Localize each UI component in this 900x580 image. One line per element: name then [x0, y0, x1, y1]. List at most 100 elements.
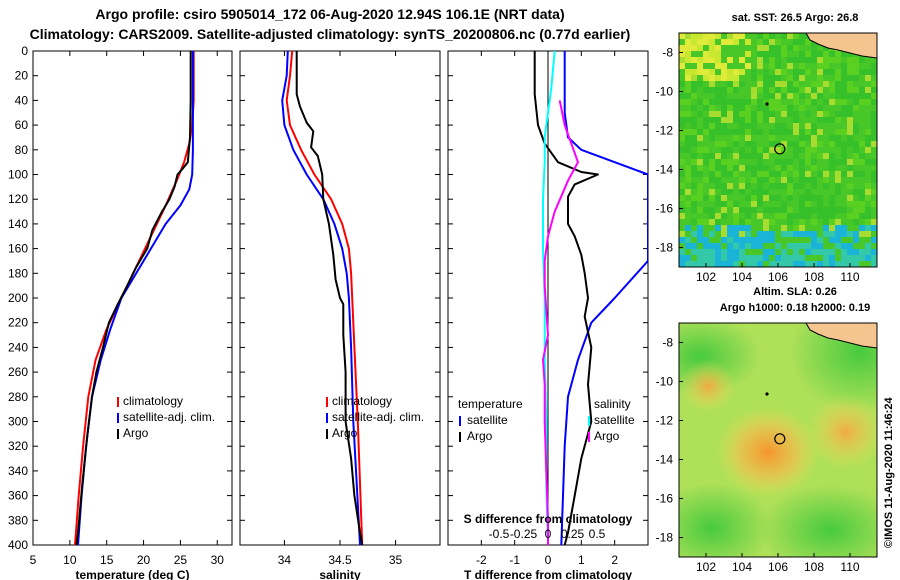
sst-cell	[685, 69, 691, 75]
sst-cell	[715, 33, 721, 39]
sst-cell	[853, 99, 859, 105]
sst-cell	[757, 165, 763, 171]
sst-cell	[727, 111, 733, 117]
sst-cell	[721, 105, 727, 111]
sst-cell	[751, 231, 757, 237]
sst-cell	[739, 231, 745, 237]
sst-cell	[739, 219, 745, 225]
sst-cell	[691, 183, 697, 189]
sst-lat-label: -16	[656, 202, 674, 216]
sst-cell	[679, 93, 685, 99]
sst-cell	[823, 255, 829, 261]
sla-high-anomaly-east	[806, 394, 877, 470]
sst-cell	[775, 51, 781, 57]
sst-cell	[799, 147, 805, 153]
sst-cell	[829, 243, 835, 249]
sst-cell	[709, 99, 715, 105]
sst-cell	[763, 117, 769, 123]
sst-cell	[697, 87, 703, 93]
sst-cell	[799, 195, 805, 201]
diff-xtick-label: -1	[509, 553, 520, 567]
sst-cell	[787, 177, 793, 183]
sst-cell	[853, 183, 859, 189]
sst-cell	[745, 147, 751, 153]
sst-cell	[835, 81, 841, 87]
sst-cell	[709, 189, 715, 195]
sst-cell	[745, 57, 751, 63]
sst-cell	[871, 207, 877, 213]
sst-cell	[679, 183, 685, 189]
sst-cell	[859, 255, 865, 261]
sla-lon-label: 104	[732, 560, 752, 574]
sst-cell	[697, 33, 703, 39]
sst-cell	[829, 165, 835, 171]
sst-cell	[679, 111, 685, 117]
sst-cell	[823, 249, 829, 255]
sst-cell	[775, 237, 781, 243]
sst-cell	[727, 243, 733, 249]
sst-cell	[853, 261, 859, 267]
sst-cell	[733, 255, 739, 261]
sst-cell	[739, 249, 745, 255]
sst-cell	[781, 249, 787, 255]
sst-cell	[691, 219, 697, 225]
sst-cell	[739, 171, 745, 177]
sst-cell	[775, 147, 781, 153]
sst-cell	[709, 165, 715, 171]
sst-cell	[781, 63, 787, 69]
sst-cell	[841, 105, 847, 111]
sst-cell	[757, 129, 763, 135]
sst-lon-label: 104	[732, 270, 752, 284]
sst-cell	[691, 147, 697, 153]
sst-cell	[775, 39, 781, 45]
sst-cell	[811, 45, 817, 51]
sst-cell	[679, 159, 685, 165]
sst-cell	[823, 69, 829, 75]
sst-cell	[763, 159, 769, 165]
sst-cell	[841, 201, 847, 207]
sst-cell	[715, 93, 721, 99]
sst-cell	[733, 45, 739, 51]
sst-cell	[721, 237, 727, 243]
sst-cell	[703, 93, 709, 99]
sst-cell	[871, 57, 877, 63]
sst-cell	[709, 153, 715, 159]
sst-cell	[829, 129, 835, 135]
sst-cell	[685, 177, 691, 183]
sst-cell	[781, 201, 787, 207]
sst-cell	[733, 141, 739, 147]
sst-cell	[727, 261, 733, 267]
sst-cell	[697, 123, 703, 129]
sst-cell	[865, 75, 871, 81]
sst-cell	[709, 237, 715, 243]
sst-cell	[835, 183, 841, 189]
sst-cell	[823, 51, 829, 57]
sst-cell	[829, 63, 835, 69]
sst-cell	[727, 75, 733, 81]
sst-cell	[745, 201, 751, 207]
sst-cell	[697, 243, 703, 249]
sst-cell	[871, 243, 877, 249]
sst-cell	[871, 93, 877, 99]
sst-cell	[751, 69, 757, 75]
sst-cell	[775, 255, 781, 261]
sst-cell	[697, 207, 703, 213]
sst-cell	[703, 39, 709, 45]
temp-legend-label: satellite-adj. clim.	[123, 410, 215, 424]
sst-cell	[823, 81, 829, 87]
sst-cell	[787, 63, 793, 69]
sst-cell	[739, 45, 745, 51]
sst-cell	[865, 111, 871, 117]
sst-cell	[739, 159, 745, 165]
sst-cell	[709, 117, 715, 123]
sst-cell	[847, 93, 853, 99]
sst-cell	[739, 111, 745, 117]
sst-cell	[781, 33, 787, 39]
sst-cell	[721, 75, 727, 81]
sst-cell	[817, 213, 823, 219]
sst-cell	[775, 201, 781, 207]
sst-cell	[679, 207, 685, 213]
sst-cell	[823, 105, 829, 111]
sst-cell	[763, 213, 769, 219]
sst-cell	[757, 237, 763, 243]
